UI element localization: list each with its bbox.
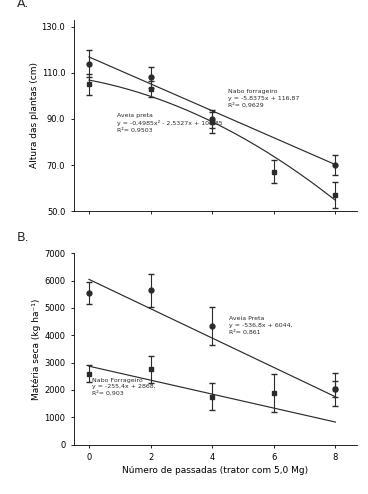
Text: Nabo Forrageiro
y = -255,4x + 2868,
R²= 0,903: Nabo Forrageiro y = -255,4x + 2868, R²= … [92,377,156,396]
Text: Aveia preta
y = -0,4985x² - 2,5327x + 106,85
R²= 0,9503: Aveia preta y = -0,4985x² - 2,5327x + 10… [117,113,222,133]
Y-axis label: Altura das plantas (cm): Altura das plantas (cm) [30,62,39,168]
X-axis label: Número de passadas (trator com 5,0 Mg): Número de passadas (trator com 5,0 Mg) [122,466,308,475]
Text: Aveia Preta
y = -536,8x + 6044,
R²= 0,861: Aveia Preta y = -536,8x + 6044, R²= 0,86… [229,316,293,334]
Text: B.: B. [17,231,29,244]
Text: Nabo forrageiro
y = -5,8375x + 116,87
R²= 0,9629: Nabo forrageiro y = -5,8375x + 116,87 R²… [227,89,299,108]
Text: A.: A. [17,0,29,10]
Y-axis label: Matéria seca (kg ha⁻¹): Matéria seca (kg ha⁻¹) [32,298,41,400]
